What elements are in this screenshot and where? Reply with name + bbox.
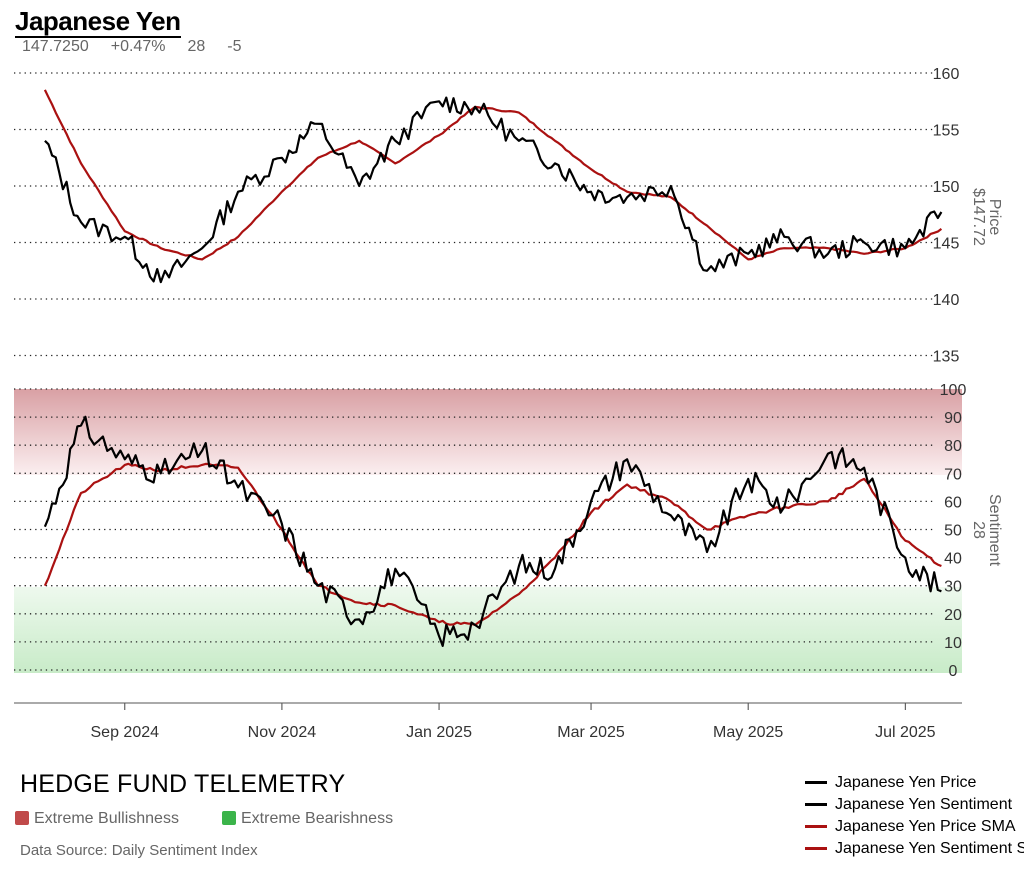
- price-tick-label: 150: [933, 179, 960, 196]
- legend-swatch: [805, 847, 827, 851]
- bullish-key-label: Extreme Bullishness: [34, 810, 179, 827]
- extreme-bullishness-band: [14, 389, 962, 475]
- bullish-key: Extreme Bullishness: [15, 810, 179, 828]
- sentiment-tick-label: 60: [944, 494, 962, 511]
- x-tick-label: Nov 2024: [248, 724, 317, 741]
- price-value: 147.7250: [22, 38, 89, 55]
- legend: Japanese Yen Price Japanese Yen Sentimen…: [805, 772, 1024, 860]
- extreme-bearishness-band: [14, 587, 962, 673]
- x-tick-label: Jul 2025: [875, 724, 936, 741]
- brand-name: HEDGE FUND TELEMETRY: [20, 770, 346, 798]
- japanese-yen-price-line: [44, 96, 943, 284]
- legend-item[interactable]: Japanese Yen Sentiment SMA: [805, 838, 1024, 860]
- price-tick-label: 155: [933, 123, 960, 140]
- chart-area: 135 140 145 150 155 160 0 10 20 30 40 50 60 70 80 90 100…: [14, 66, 1003, 741]
- data-source: Data Source: Daily Sentiment Index: [20, 842, 258, 859]
- sentiment-tick-label: 80: [944, 438, 962, 455]
- x-tick-label: Mar 2025: [557, 724, 625, 741]
- legend-item[interactable]: Japanese Yen Sentiment: [805, 794, 1024, 816]
- sentiment-tick-label: 0: [949, 663, 958, 680]
- legend-label: Japanese Yen Sentiment: [835, 796, 1013, 813]
- sentiment-tick-label: 90: [944, 410, 962, 427]
- legend-item[interactable]: Japanese Yen Price SMA: [805, 816, 1024, 838]
- sentiment-axis-value: 28: [970, 521, 987, 539]
- legend-label: Japanese Yen Price SMA: [835, 818, 1016, 835]
- sentiment-value: 28: [187, 38, 206, 55]
- stats-row: 147.7250 +0.47% 28 -5: [22, 38, 263, 56]
- legend-label: Japanese Yen Price: [835, 774, 977, 791]
- sentiment-tick-label: 10: [944, 635, 962, 652]
- price-tick-label: 135: [933, 349, 960, 366]
- sentiment-change-value: -5: [227, 38, 242, 55]
- bearish-swatch: [222, 811, 236, 825]
- bearish-key-label: Extreme Bearishness: [241, 810, 394, 827]
- sentiment-axis-title: Sentiment: [986, 494, 1003, 567]
- price-tick-label: 140: [933, 292, 960, 309]
- legend-label: Japanese Yen Sentiment SMA: [835, 840, 1024, 857]
- japanese-yen-sentiment-line: [43, 415, 942, 648]
- tick-labels: 135 140 145 150 155 160 0 10 20 30 40 50 60 70 80 90 100…: [91, 66, 967, 741]
- series-lines: [43, 89, 943, 648]
- sentiment-tick-label: 70: [944, 466, 962, 483]
- x-tick-label: Sep 2024: [91, 724, 160, 741]
- legend-swatch: [805, 825, 827, 829]
- price-axis-title: Price: [986, 199, 1003, 236]
- change-value: +0.47%: [110, 38, 166, 55]
- chart-title: Japanese Yen: [15, 6, 181, 38]
- legend-item[interactable]: Japanese Yen Price: [805, 772, 1024, 794]
- bearish-key: Extreme Bearishness: [222, 810, 393, 828]
- japanese-yen-sentiment-sma-line: [43, 462, 942, 627]
- sentiment-tick-label: 50: [944, 523, 962, 540]
- sentiment-tick-label: 40: [944, 551, 962, 568]
- price-tick-label: 160: [933, 66, 960, 83]
- japanese-yen-price-sma-line: [43, 89, 943, 261]
- bullish-swatch: [15, 811, 29, 825]
- legend-swatch: [805, 781, 827, 785]
- x-tick-label: May 2025: [713, 724, 783, 741]
- sentiment-tick-label: 20: [944, 607, 962, 624]
- price-axis-value: $147.72: [970, 188, 987, 246]
- legend-swatch: [805, 803, 827, 807]
- price-tick-label: 145: [933, 236, 960, 253]
- sentiment-tick-label: 100: [940, 382, 967, 399]
- x-tick-label: Jan 2025: [406, 724, 472, 741]
- sentiment-tick-label: 30: [944, 579, 962, 596]
- gridlines: [14, 72, 935, 671]
